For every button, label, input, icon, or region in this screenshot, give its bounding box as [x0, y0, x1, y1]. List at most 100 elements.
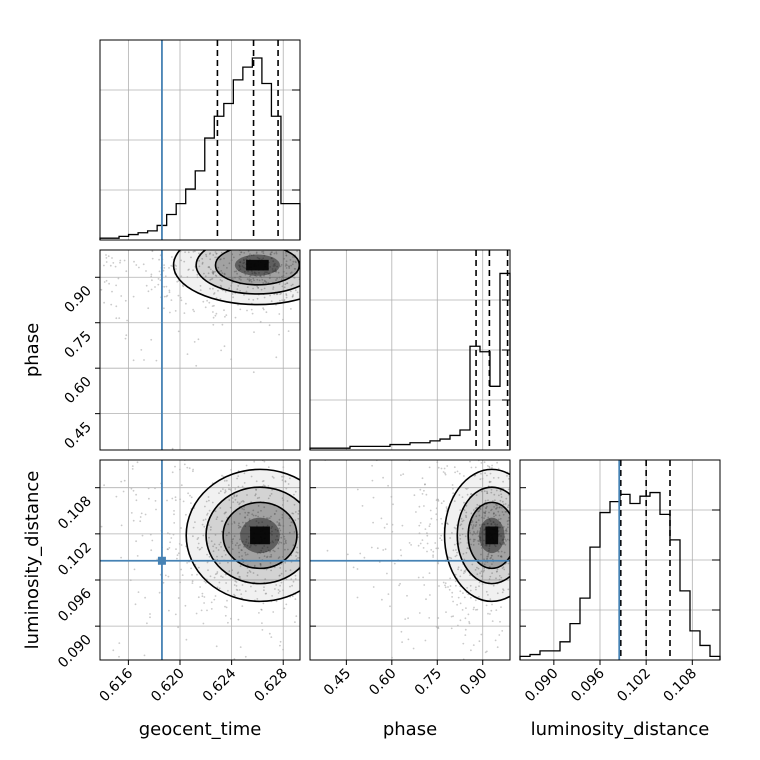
scatter-point: [486, 490, 488, 493]
scatter-point: [150, 275, 153, 278]
scatter-point: [284, 480, 287, 482]
scatter-point: [444, 582, 447, 585]
scatter-point: [254, 494, 257, 497]
scatter-point: [486, 505, 488, 508]
scatter-point: [236, 542, 239, 544]
scatter-point: [228, 546, 230, 549]
scatter-point: [449, 577, 451, 580]
scatter-point: [270, 493, 273, 495]
scatter-point: [463, 570, 466, 573]
scatter-point: [182, 285, 185, 288]
scatter-point: [289, 477, 291, 480]
scatter-point: [143, 359, 145, 361]
scatter-point: [465, 514, 467, 517]
scatter-point: [240, 251, 242, 254]
scatter-point: [221, 576, 224, 578]
scatter-point: [452, 615, 454, 618]
scatter-point: [262, 250, 265, 253]
scatter-point: [221, 272, 224, 274]
scatter-point: [111, 290, 113, 293]
scatter-point: [248, 518, 251, 520]
scatter-point: [291, 295, 294, 298]
scatter-point: [203, 525, 206, 528]
y-tick-label-phase-3: 0.90: [61, 283, 94, 316]
scatter-point: [262, 257, 265, 260]
scatter-point: [269, 274, 271, 276]
scatter-point: [234, 544, 237, 547]
scatter-point: [205, 253, 207, 256]
scatter-point: [208, 301, 211, 304]
scatter-point: [429, 509, 432, 512]
scatter-point: [269, 253, 272, 255]
scatter-point: [201, 546, 203, 549]
scatter-point: [224, 511, 227, 514]
x-tick-label-luminosity_distance-2: 0.102: [614, 666, 654, 706]
scatter-point: [275, 293, 278, 296]
scatter-point: [487, 499, 489, 502]
scatter-point: [504, 543, 507, 546]
scatter-point: [177, 597, 180, 599]
scatter-point: [246, 286, 249, 288]
scatter-point: [271, 251, 273, 254]
scatter-point: [197, 542, 200, 545]
x-axis-label-luminosity-distance: luminosity_distance: [531, 719, 710, 740]
scatter-point: [252, 287, 255, 290]
scatter-point: [166, 499, 168, 502]
scatter-point: [103, 281, 106, 283]
scatter-point: [500, 556, 503, 558]
panel-frame-phase_vs_luminosity_distance: [309, 459, 511, 661]
scatter-point: [476, 566, 478, 569]
scatter-point: [505, 540, 507, 542]
scatter-point: [183, 312, 186, 314]
scatter-point: [202, 519, 205, 522]
scatter-point: [267, 517, 269, 520]
scatter-point: [413, 494, 416, 497]
scatter-point: [464, 617, 467, 620]
scatter-point: [173, 513, 175, 516]
scatter-point: [372, 586, 375, 588]
scatter-point: [470, 543, 472, 546]
scatter-point: [208, 499, 210, 502]
scatter-point: [498, 526, 501, 529]
scatter-point: [352, 566, 355, 569]
scatter-point: [469, 589, 472, 592]
scatter-point: [381, 598, 383, 601]
scatter-point: [483, 490, 486, 493]
scatter-point: [248, 279, 251, 282]
scatter-point: [243, 472, 246, 475]
scatter-point: [277, 547, 280, 550]
scatter-point: [489, 613, 491, 615]
scatter-point: [429, 594, 431, 596]
scatter-point: [254, 590, 257, 592]
scatter-point: [482, 511, 485, 514]
scatter-point: [201, 523, 204, 526]
scatter-point: [278, 590, 281, 593]
scatter-point: [218, 492, 220, 494]
scatter-point: [236, 494, 238, 497]
scatter-point: [284, 541, 287, 543]
scatter-point: [195, 364, 198, 367]
scatter-point: [212, 270, 215, 273]
scatter-point: [478, 581, 481, 584]
scatter-point: [472, 644, 475, 646]
scatter-point: [275, 356, 278, 359]
scatter-point: [175, 548, 177, 550]
scatter-point: [386, 572, 388, 575]
scatter-point: [134, 603, 137, 606]
scatter-point: [242, 262, 245, 265]
scatter-point: [255, 514, 257, 517]
y-axis-label-phase: phase: [22, 323, 43, 377]
scatter-point: [277, 539, 280, 541]
scatter-point: [278, 556, 281, 558]
scatter-point: [219, 298, 222, 300]
scatter-point: [490, 609, 493, 612]
scatter-point: [418, 505, 421, 508]
scatter-point: [440, 539, 443, 541]
scatter-point: [495, 570, 498, 573]
scatter-point: [437, 500, 440, 502]
scatter-point: [490, 554, 493, 557]
scatter-point: [296, 546, 298, 549]
scatter-point: [464, 634, 467, 636]
scatter-point: [270, 251, 273, 254]
scatter-point: [289, 569, 292, 571]
